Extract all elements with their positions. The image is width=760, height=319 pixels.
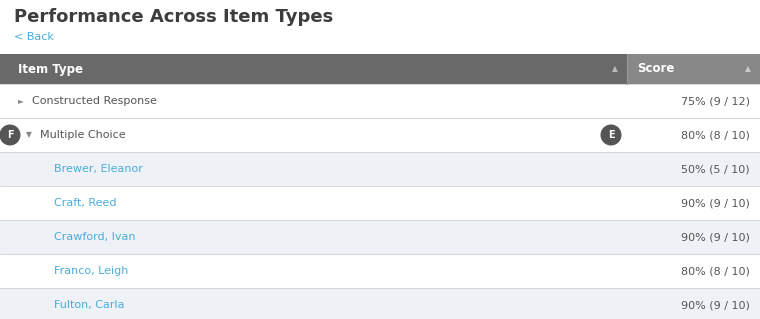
Text: Score: Score bbox=[637, 63, 674, 76]
Text: F: F bbox=[7, 130, 14, 140]
Text: < Back: < Back bbox=[14, 32, 54, 42]
Text: 75% (9 / 12): 75% (9 / 12) bbox=[681, 96, 750, 106]
Text: 90% (9 / 10): 90% (9 / 10) bbox=[681, 198, 750, 208]
Text: Franco, Leigh: Franco, Leigh bbox=[54, 266, 128, 276]
Bar bbox=[0, 254, 760, 288]
Text: Constructed Response: Constructed Response bbox=[32, 96, 157, 106]
Text: 50% (5 / 10): 50% (5 / 10) bbox=[682, 164, 750, 174]
Bar bbox=[0, 288, 760, 319]
Text: ▲: ▲ bbox=[745, 64, 751, 73]
Bar bbox=[0, 54, 627, 84]
Bar bbox=[0, 118, 760, 152]
Circle shape bbox=[0, 124, 21, 145]
Text: ▲: ▲ bbox=[612, 64, 618, 73]
Text: 90% (9 / 10): 90% (9 / 10) bbox=[681, 300, 750, 310]
Circle shape bbox=[600, 124, 622, 145]
Text: ►: ► bbox=[18, 97, 24, 106]
Text: Craft, Reed: Craft, Reed bbox=[54, 198, 116, 208]
Text: 80% (8 / 10): 80% (8 / 10) bbox=[681, 266, 750, 276]
Bar bbox=[0, 220, 760, 254]
Text: ▼: ▼ bbox=[26, 130, 32, 139]
Text: Multiple Choice: Multiple Choice bbox=[40, 130, 125, 140]
Bar bbox=[0, 84, 760, 118]
Text: E: E bbox=[608, 130, 614, 140]
Text: Item Type: Item Type bbox=[18, 63, 83, 76]
Text: 90% (9 / 10): 90% (9 / 10) bbox=[681, 232, 750, 242]
Text: Performance Across Item Types: Performance Across Item Types bbox=[14, 8, 333, 26]
Text: Fulton, Carla: Fulton, Carla bbox=[54, 300, 125, 310]
Text: Brewer, Eleanor: Brewer, Eleanor bbox=[54, 164, 143, 174]
Text: 80% (8 / 10): 80% (8 / 10) bbox=[681, 130, 750, 140]
Bar bbox=[0, 152, 760, 186]
Bar bbox=[627, 54, 760, 84]
Bar bbox=[0, 186, 760, 220]
Text: Crawford, Ivan: Crawford, Ivan bbox=[54, 232, 135, 242]
